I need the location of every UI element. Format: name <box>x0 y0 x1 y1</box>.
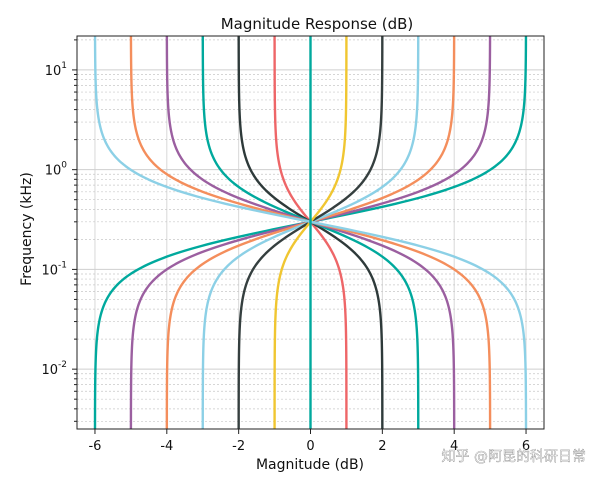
y-tick-base: 10 <box>45 64 62 79</box>
x-tick-label: 4 <box>450 439 458 454</box>
series-line <box>273 36 348 429</box>
series-line <box>201 36 420 429</box>
y-tick-base: 10 <box>41 363 58 378</box>
x-axis-label: Magnitude (dB) <box>256 457 364 473</box>
x-tick-label: 6 <box>522 439 530 454</box>
series-line <box>273 36 348 429</box>
series-line <box>237 36 384 429</box>
series-line <box>165 36 456 429</box>
y-axis-label: Frequency (kHz) <box>19 172 35 286</box>
series-line <box>129 36 492 429</box>
curves <box>93 36 528 429</box>
chart-title: Magnitude Response (dB) <box>221 15 414 33</box>
series-line <box>129 36 492 429</box>
y-tick-label: 10-1 <box>41 260 67 278</box>
series-line <box>93 36 528 429</box>
x-tick-label: 0 <box>306 439 314 454</box>
y-tick-label: 10-2 <box>41 360 67 378</box>
y-tick-exponent: 1 <box>61 61 67 71</box>
series-line <box>201 36 420 429</box>
series-line <box>93 36 528 429</box>
y-tick-exponent: -2 <box>58 360 67 370</box>
y-tick-exponent: 0 <box>61 161 67 171</box>
watermark: 知乎 @阿昆的科研日常 <box>442 448 586 465</box>
series-line <box>237 36 384 429</box>
series-line <box>165 36 456 429</box>
y-tick-label: 100 <box>45 161 68 179</box>
y-tick-exponent: -1 <box>58 260 67 270</box>
x-tick-label: -6 <box>88 439 101 454</box>
y-tick-label: 101 <box>45 61 67 79</box>
y-tick-base: 10 <box>41 263 58 278</box>
x-tick-label: -2 <box>232 439 245 454</box>
y-tick-base: 10 <box>45 164 62 179</box>
x-tick-label: 2 <box>378 439 386 454</box>
x-ticks: -6 -4 -2 0 2 4 6 <box>88 429 530 454</box>
x-tick-label: -4 <box>160 439 173 454</box>
